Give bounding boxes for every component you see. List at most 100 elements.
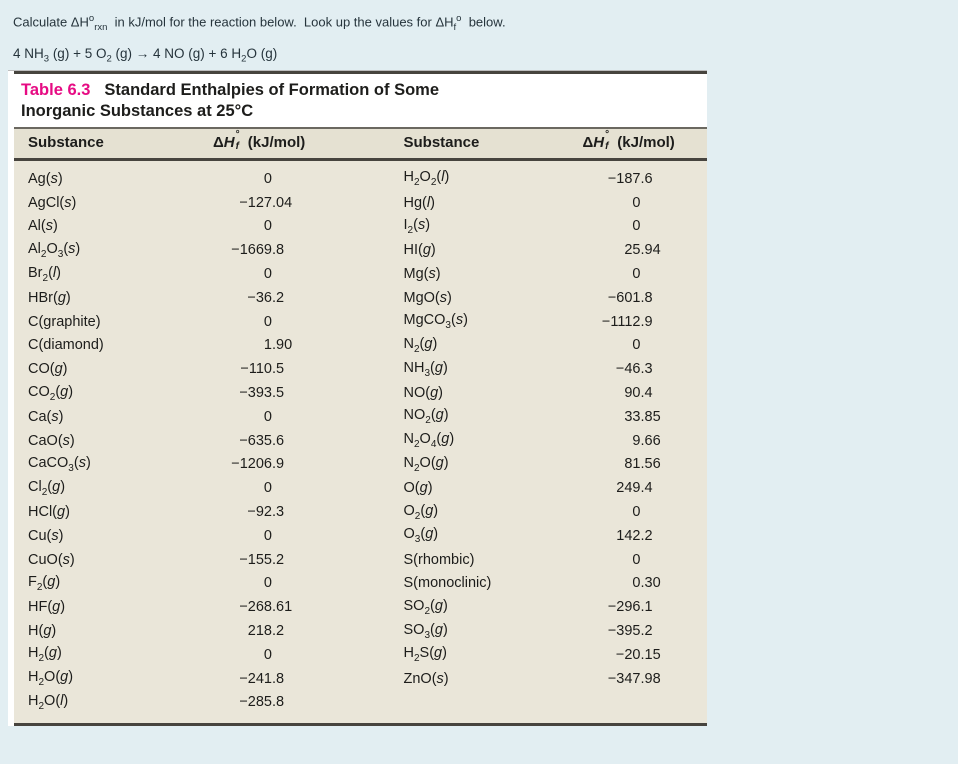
substance-cell: N2O4(g) bbox=[403, 431, 455, 451]
substance-cell: O3(g) bbox=[403, 526, 439, 546]
table-row: I2(s) 0 bbox=[361, 215, 708, 239]
table-header-bottom-rule bbox=[14, 158, 707, 161]
substance-cell: F2(g) bbox=[28, 574, 61, 593]
value-frac-part: .4 bbox=[640, 480, 653, 497]
table-row: N2O(g) 81.56 bbox=[361, 453, 708, 477]
value-frac-part: .04 bbox=[272, 194, 293, 211]
value-int-part: 218 bbox=[247, 623, 272, 640]
table-title-text1: Standard Enthalpies of Formation of Some bbox=[104, 81, 440, 99]
substance-cell: C(diamond) bbox=[28, 337, 104, 354]
value-int-part: 1 bbox=[263, 337, 272, 354]
table-mid-rule bbox=[14, 127, 707, 129]
value-frac-part: .6 bbox=[640, 170, 653, 187]
header-left-half: Substance ΔH ° f (kJ/mol) bbox=[14, 129, 361, 158]
value-frac-part: .8 bbox=[272, 242, 285, 259]
value-frac-part: .2 bbox=[640, 623, 653, 640]
table-row: SO3(g) −395.2 bbox=[361, 619, 708, 643]
value-int-part: −395 bbox=[607, 623, 641, 640]
value-frac-part: .4 bbox=[640, 385, 653, 402]
substance-cell: I2(s) bbox=[403, 217, 431, 236]
substance-cell: HCl(g) bbox=[28, 504, 70, 521]
value-int-part: −92 bbox=[247, 504, 272, 521]
table-row: CaO(s) −635.6 bbox=[14, 429, 361, 453]
substance-cell: H2O2(l) bbox=[403, 169, 450, 189]
table-row: HBr(g) −36.2 bbox=[14, 286, 361, 310]
substance-cell: Ca(s) bbox=[28, 408, 64, 425]
value-int-part: −1112 bbox=[601, 313, 641, 330]
table-row: H2S(g) −20.15 bbox=[361, 643, 708, 667]
substance-cell: AgCl(s) bbox=[28, 194, 77, 211]
table-row: HF(g) −268.61 bbox=[14, 595, 361, 619]
table-row: H2O2(l) −187.6 bbox=[361, 167, 708, 191]
table-row: CaCO3(s) −1206.9 bbox=[14, 453, 361, 477]
value-int-part: 0 bbox=[632, 194, 641, 211]
value-int-part: 249 bbox=[616, 480, 641, 497]
table-row: HI(g) 25.94 bbox=[361, 238, 708, 262]
value-int-part: 0 bbox=[263, 480, 272, 497]
value-int-part: 81 bbox=[624, 456, 641, 473]
substance-cell: HF(g) bbox=[28, 599, 66, 616]
value-frac-part: .66 bbox=[640, 432, 661, 449]
substance-cell: CO(g) bbox=[28, 361, 68, 378]
col-header-substance-right: Substance bbox=[403, 134, 480, 151]
value-frac-part: .2 bbox=[640, 527, 653, 544]
value-int-part: 0 bbox=[263, 218, 272, 235]
value-int-part: 9 bbox=[632, 432, 641, 449]
value-frac-part: .2 bbox=[272, 289, 285, 306]
table-title-text2: Inorganic Substances at 25°C bbox=[21, 102, 254, 120]
value-int-part: −241 bbox=[239, 670, 272, 687]
value-frac-part: .2 bbox=[272, 551, 285, 568]
table-body-left-column: Ag(s) 0 AgCl(s) −127.04 Al(s) 0 Al2O3(s) −1669.… bbox=[14, 167, 361, 714]
value-int-part: 0 bbox=[263, 646, 272, 663]
substance-cell: Hg(l) bbox=[403, 194, 435, 211]
value-int-part: −20 bbox=[615, 646, 641, 663]
substance-cell: Cl2(g) bbox=[28, 478, 66, 498]
table-row: Al2O3(s) −1669.8 bbox=[14, 238, 361, 262]
table-row: HCl(g) −92.3 bbox=[14, 500, 361, 524]
table-row: Mg(s) 0 bbox=[361, 262, 708, 286]
substance-cell: NH3(g) bbox=[403, 359, 448, 379]
table-row: F2(g) 0 bbox=[14, 572, 361, 596]
table-row: MgO(s) −601.8 bbox=[361, 286, 708, 310]
substance-cell: CO2(g) bbox=[28, 383, 74, 403]
value-int-part: −347 bbox=[607, 670, 641, 687]
value-int-part: −46 bbox=[615, 361, 641, 378]
value-frac-part: .8 bbox=[272, 694, 285, 711]
substance-cell: HBr(g) bbox=[28, 289, 71, 306]
value-int-part: −393 bbox=[239, 385, 272, 402]
value-int-part: 0 bbox=[632, 218, 641, 235]
value-int-part: 0 bbox=[632, 575, 641, 592]
value-frac-part: .3 bbox=[640, 361, 653, 378]
value-int-part: 0 bbox=[263, 313, 272, 330]
value-frac-part: .9 bbox=[640, 313, 653, 330]
value-int-part: −36 bbox=[247, 289, 272, 306]
value-int-part: 0 bbox=[632, 337, 641, 354]
table-row: O2(g) 0 bbox=[361, 500, 708, 524]
value-int-part: −296 bbox=[607, 599, 641, 616]
table-title-line1: Table 6.3 Standard Enthalpies of Formatio… bbox=[21, 80, 697, 101]
table-row: S(monoclinic) 0.30 bbox=[361, 572, 708, 596]
substance-cell: Al(s) bbox=[28, 218, 58, 235]
substance-cell: H2(g) bbox=[28, 645, 62, 665]
table-row: Ca(s) 0 bbox=[14, 405, 361, 429]
table-row: AgCl(s) −127.04 bbox=[14, 191, 361, 215]
table-title-band: Table 6.3 Standard Enthalpies of Formatio… bbox=[8, 74, 707, 127]
value-frac-part: .90 bbox=[272, 337, 293, 354]
table-row: Br2(l) 0 bbox=[14, 262, 361, 286]
table-row: H(g) 218.2 bbox=[14, 619, 361, 643]
value-frac-part: .85 bbox=[640, 408, 661, 425]
value-int-part: −155 bbox=[239, 551, 272, 568]
value-int-part: 142 bbox=[616, 527, 641, 544]
table-row: N2(g) 0 bbox=[361, 334, 708, 358]
value-int-part: −187 bbox=[607, 170, 641, 187]
substance-cell: N2(g) bbox=[403, 336, 438, 355]
value-frac-part: .15 bbox=[640, 646, 661, 663]
substance-cell: SO3(g) bbox=[403, 621, 448, 641]
substance-cell: O2(g) bbox=[403, 502, 439, 522]
table-number-label: Table 6.3 bbox=[21, 81, 91, 99]
value-frac-part: .30 bbox=[640, 575, 661, 592]
value-int-part: 0 bbox=[632, 504, 641, 521]
substance-cell: Cu(s) bbox=[28, 527, 64, 544]
substance-cell: CaCO3(s) bbox=[28, 455, 91, 474]
table-top-rule bbox=[14, 71, 707, 74]
